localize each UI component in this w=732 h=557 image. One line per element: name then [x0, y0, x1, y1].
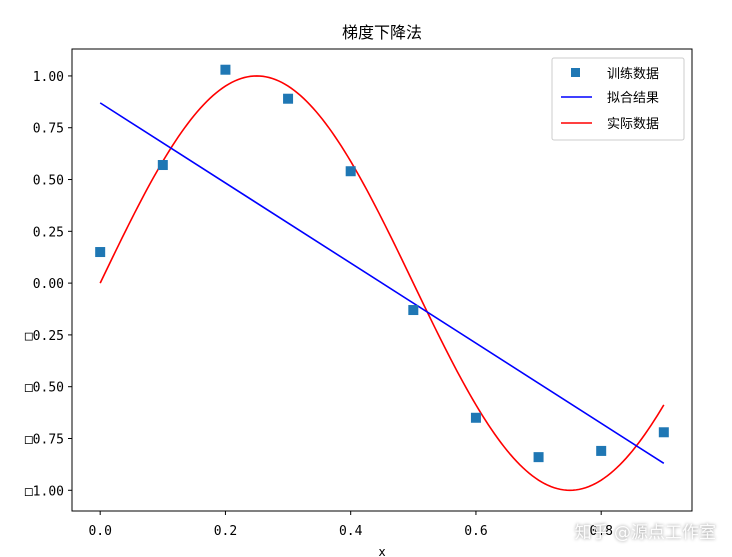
legend-box	[551, 57, 685, 141]
training-data-point	[157, 160, 168, 171]
x-tick-label: 0.2	[214, 524, 237, 539]
training-data-point	[283, 93, 294, 104]
legend-label-training: 训练数据	[607, 67, 659, 82]
watermark: 知乎 @源点工作室	[574, 523, 716, 543]
y-axis: 1.00 0.75 0.50 0.25 0.00 □0.25 □0.50 □0.75 □1.00	[25, 70, 72, 499]
y-tick-label: 0.75	[33, 122, 64, 137]
actual-data-curve	[99, 75, 665, 492]
training-data-point	[533, 452, 544, 463]
x-axis: 0.0 0.2 0.4 0.6 0.8	[88, 511, 613, 539]
y-tick-label: □0.50	[25, 381, 64, 396]
chart-title: 梯度下降法	[342, 23, 422, 42]
x-axis-label: x	[378, 545, 385, 557]
y-tick-label: □1.00	[25, 484, 64, 499]
training-data-point	[470, 412, 481, 423]
training-data-point	[596, 445, 607, 456]
y-tick-label: □0.75	[25, 432, 64, 447]
training-data-point	[220, 64, 231, 75]
legend-label-fit: 拟合结果	[607, 91, 659, 106]
x-tick-label: 0.4	[339, 524, 363, 539]
x-tick-label: 0.8	[589, 524, 612, 539]
training-data-point	[658, 427, 669, 438]
plot-content	[95, 64, 669, 492]
y-tick-label: 0.50	[33, 174, 64, 189]
fit-line	[99, 102, 665, 465]
training-data-point	[408, 305, 419, 316]
legend: 训练数据 拟合结果 实际数据	[551, 57, 685, 141]
y-tick-label: 1.00	[33, 70, 64, 85]
legend-marker-training	[571, 68, 580, 77]
x-tick-label: 0.0	[88, 524, 111, 539]
legend-label-actual: 实际数据	[607, 117, 659, 132]
training-data-point	[345, 166, 356, 177]
y-tick-label: □0.25	[25, 329, 64, 344]
training-data-point	[95, 247, 106, 258]
y-tick-label: 0.00	[33, 277, 64, 292]
x-tick-label: 0.6	[464, 524, 487, 539]
y-tick-label: 0.25	[33, 225, 64, 240]
